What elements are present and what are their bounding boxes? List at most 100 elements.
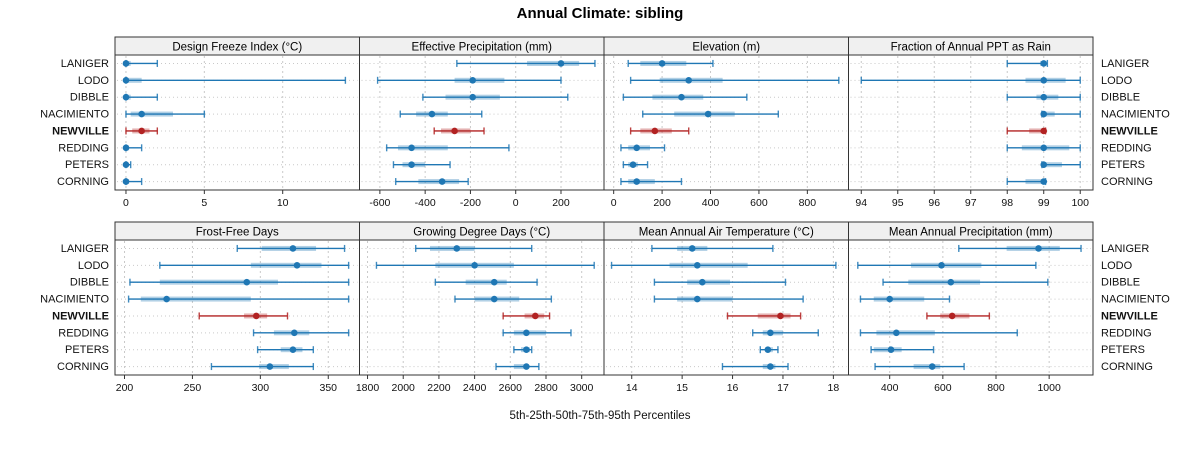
axis-tick-label: 98 xyxy=(1001,197,1013,209)
axis-tick-label: 14 xyxy=(626,382,638,394)
median-dot xyxy=(629,161,637,168)
axis-tick-label: 1000 xyxy=(1037,382,1061,394)
panel-header-label: Mean Annual Air Temperature (°C) xyxy=(639,227,814,239)
panel: Design Freeze Index (°C) 0 5 10 LANIGER LODO D… xyxy=(40,36,360,209)
interquartile-band xyxy=(418,179,460,185)
row-label-right: DIBBLE xyxy=(1101,92,1140,104)
median-dot xyxy=(163,295,170,303)
axis-tick-label: 800 xyxy=(987,382,1005,394)
median-dot xyxy=(699,278,706,286)
median-dot xyxy=(658,60,666,67)
panel-header xyxy=(848,221,1094,241)
interquartile-band xyxy=(913,364,941,370)
interquartile-band xyxy=(1043,111,1055,117)
interquartile-band xyxy=(876,330,935,336)
median-dot xyxy=(1040,161,1048,168)
axis-tick-label: 17 xyxy=(777,382,789,394)
row-label-left: LODO xyxy=(78,260,110,272)
row-label-right: NEWVILLE xyxy=(1101,310,1158,322)
panel-header-label: Elevation (m) xyxy=(692,42,760,54)
row-label-right: LANIGER xyxy=(1101,58,1149,70)
interquartile-band xyxy=(677,296,733,302)
interquartile-band xyxy=(513,364,529,370)
interquartile-band xyxy=(429,245,475,251)
row-label-right: REDDING xyxy=(1101,327,1152,339)
figure-title: Annual Climate: sibling xyxy=(516,5,684,22)
axis-tick-label: 0 xyxy=(611,197,617,209)
axis-tick-label: 5 xyxy=(201,197,207,209)
interquartile-band xyxy=(1025,179,1044,185)
median-dot xyxy=(138,110,145,118)
median-dot xyxy=(777,312,784,320)
axis-tick-label: 2200 xyxy=(427,382,451,394)
panel-frame xyxy=(359,239,605,376)
interquartile-band xyxy=(250,262,322,268)
median-dot xyxy=(523,346,530,353)
row-label-right: LODO xyxy=(1101,75,1133,87)
panel-header-label: Design Freeze Index (°C) xyxy=(172,42,302,54)
interquartile-band xyxy=(261,245,317,251)
median-dot xyxy=(764,346,772,353)
row-label-left: PETERS xyxy=(65,344,109,356)
panel: Mean Annual Precipitation (mm) 400 600 800 1… xyxy=(848,221,1170,394)
row-label-left: NACIMIENTO xyxy=(40,294,109,306)
axis-tick-label: -600 xyxy=(369,197,390,209)
axis-tick-label: 100 xyxy=(1071,197,1089,209)
axis-tick-label: 15 xyxy=(676,382,688,394)
median-dot xyxy=(293,262,301,269)
axis-tick-label: 10 xyxy=(277,197,289,209)
panel-header xyxy=(848,36,1094,56)
median-dot xyxy=(252,312,260,320)
median-dot xyxy=(893,329,900,337)
median-dot xyxy=(633,144,640,152)
interquartile-band xyxy=(910,262,982,268)
panel-header-label: Fraction of Annual PPT as Rain xyxy=(891,42,1051,54)
median-dot xyxy=(471,262,478,269)
interquartile-band xyxy=(397,145,448,151)
axis-tick-label: -400 xyxy=(415,197,436,209)
median-dot xyxy=(767,363,774,370)
median-dot xyxy=(266,363,274,370)
median-dot xyxy=(704,110,712,118)
axis-tick-label: -200 xyxy=(460,197,481,209)
median-dot xyxy=(122,161,130,168)
median-dot xyxy=(693,262,701,269)
median-dot xyxy=(291,329,298,337)
interquartile-band xyxy=(125,77,142,83)
panel-header-label: Frost-Free Days xyxy=(196,227,279,239)
interquartile-band xyxy=(513,330,546,336)
row-label-left: NEWVILLE xyxy=(52,310,109,322)
row-label-right: REDDING xyxy=(1101,142,1152,154)
median-dot xyxy=(122,178,130,185)
panel-frame xyxy=(603,239,849,376)
median-dot xyxy=(289,346,297,353)
median-dot xyxy=(557,60,565,67)
interquartile-band xyxy=(669,262,748,268)
row-label-right: LODO xyxy=(1101,260,1133,272)
panel-header-label: Effective Precipitation (mm) xyxy=(412,42,553,54)
interquartile-band xyxy=(159,279,278,285)
row-label-left: NACIMIENTO xyxy=(40,109,109,121)
panel-frame xyxy=(359,54,605,191)
row-label-left: PETERS xyxy=(65,159,109,171)
median-dot xyxy=(122,93,130,101)
median-dot xyxy=(523,329,530,337)
median-dot xyxy=(685,77,693,84)
median-dot xyxy=(531,312,539,320)
row-label-left: NEWVILLE xyxy=(52,125,109,137)
row-label-left: LANIGER xyxy=(61,58,109,70)
row-label-left: CORNING xyxy=(57,361,109,373)
median-dot xyxy=(928,363,936,370)
panel-frame xyxy=(603,54,849,191)
row-label-left: DIBBLE xyxy=(70,277,109,289)
panel-header-label: Growing Degree Days (°C) xyxy=(413,227,550,239)
axis-tick-label: 3000 xyxy=(570,382,594,394)
interquartile-band xyxy=(628,179,655,185)
row-label-left: LANIGER xyxy=(61,243,109,255)
median-dot xyxy=(451,127,458,135)
axis-tick-label: 200 xyxy=(552,197,570,209)
row-label-right: DIBBLE xyxy=(1101,277,1140,289)
row-label-left: CORNING xyxy=(57,176,109,188)
axis-tick-label: 0 xyxy=(123,197,129,209)
